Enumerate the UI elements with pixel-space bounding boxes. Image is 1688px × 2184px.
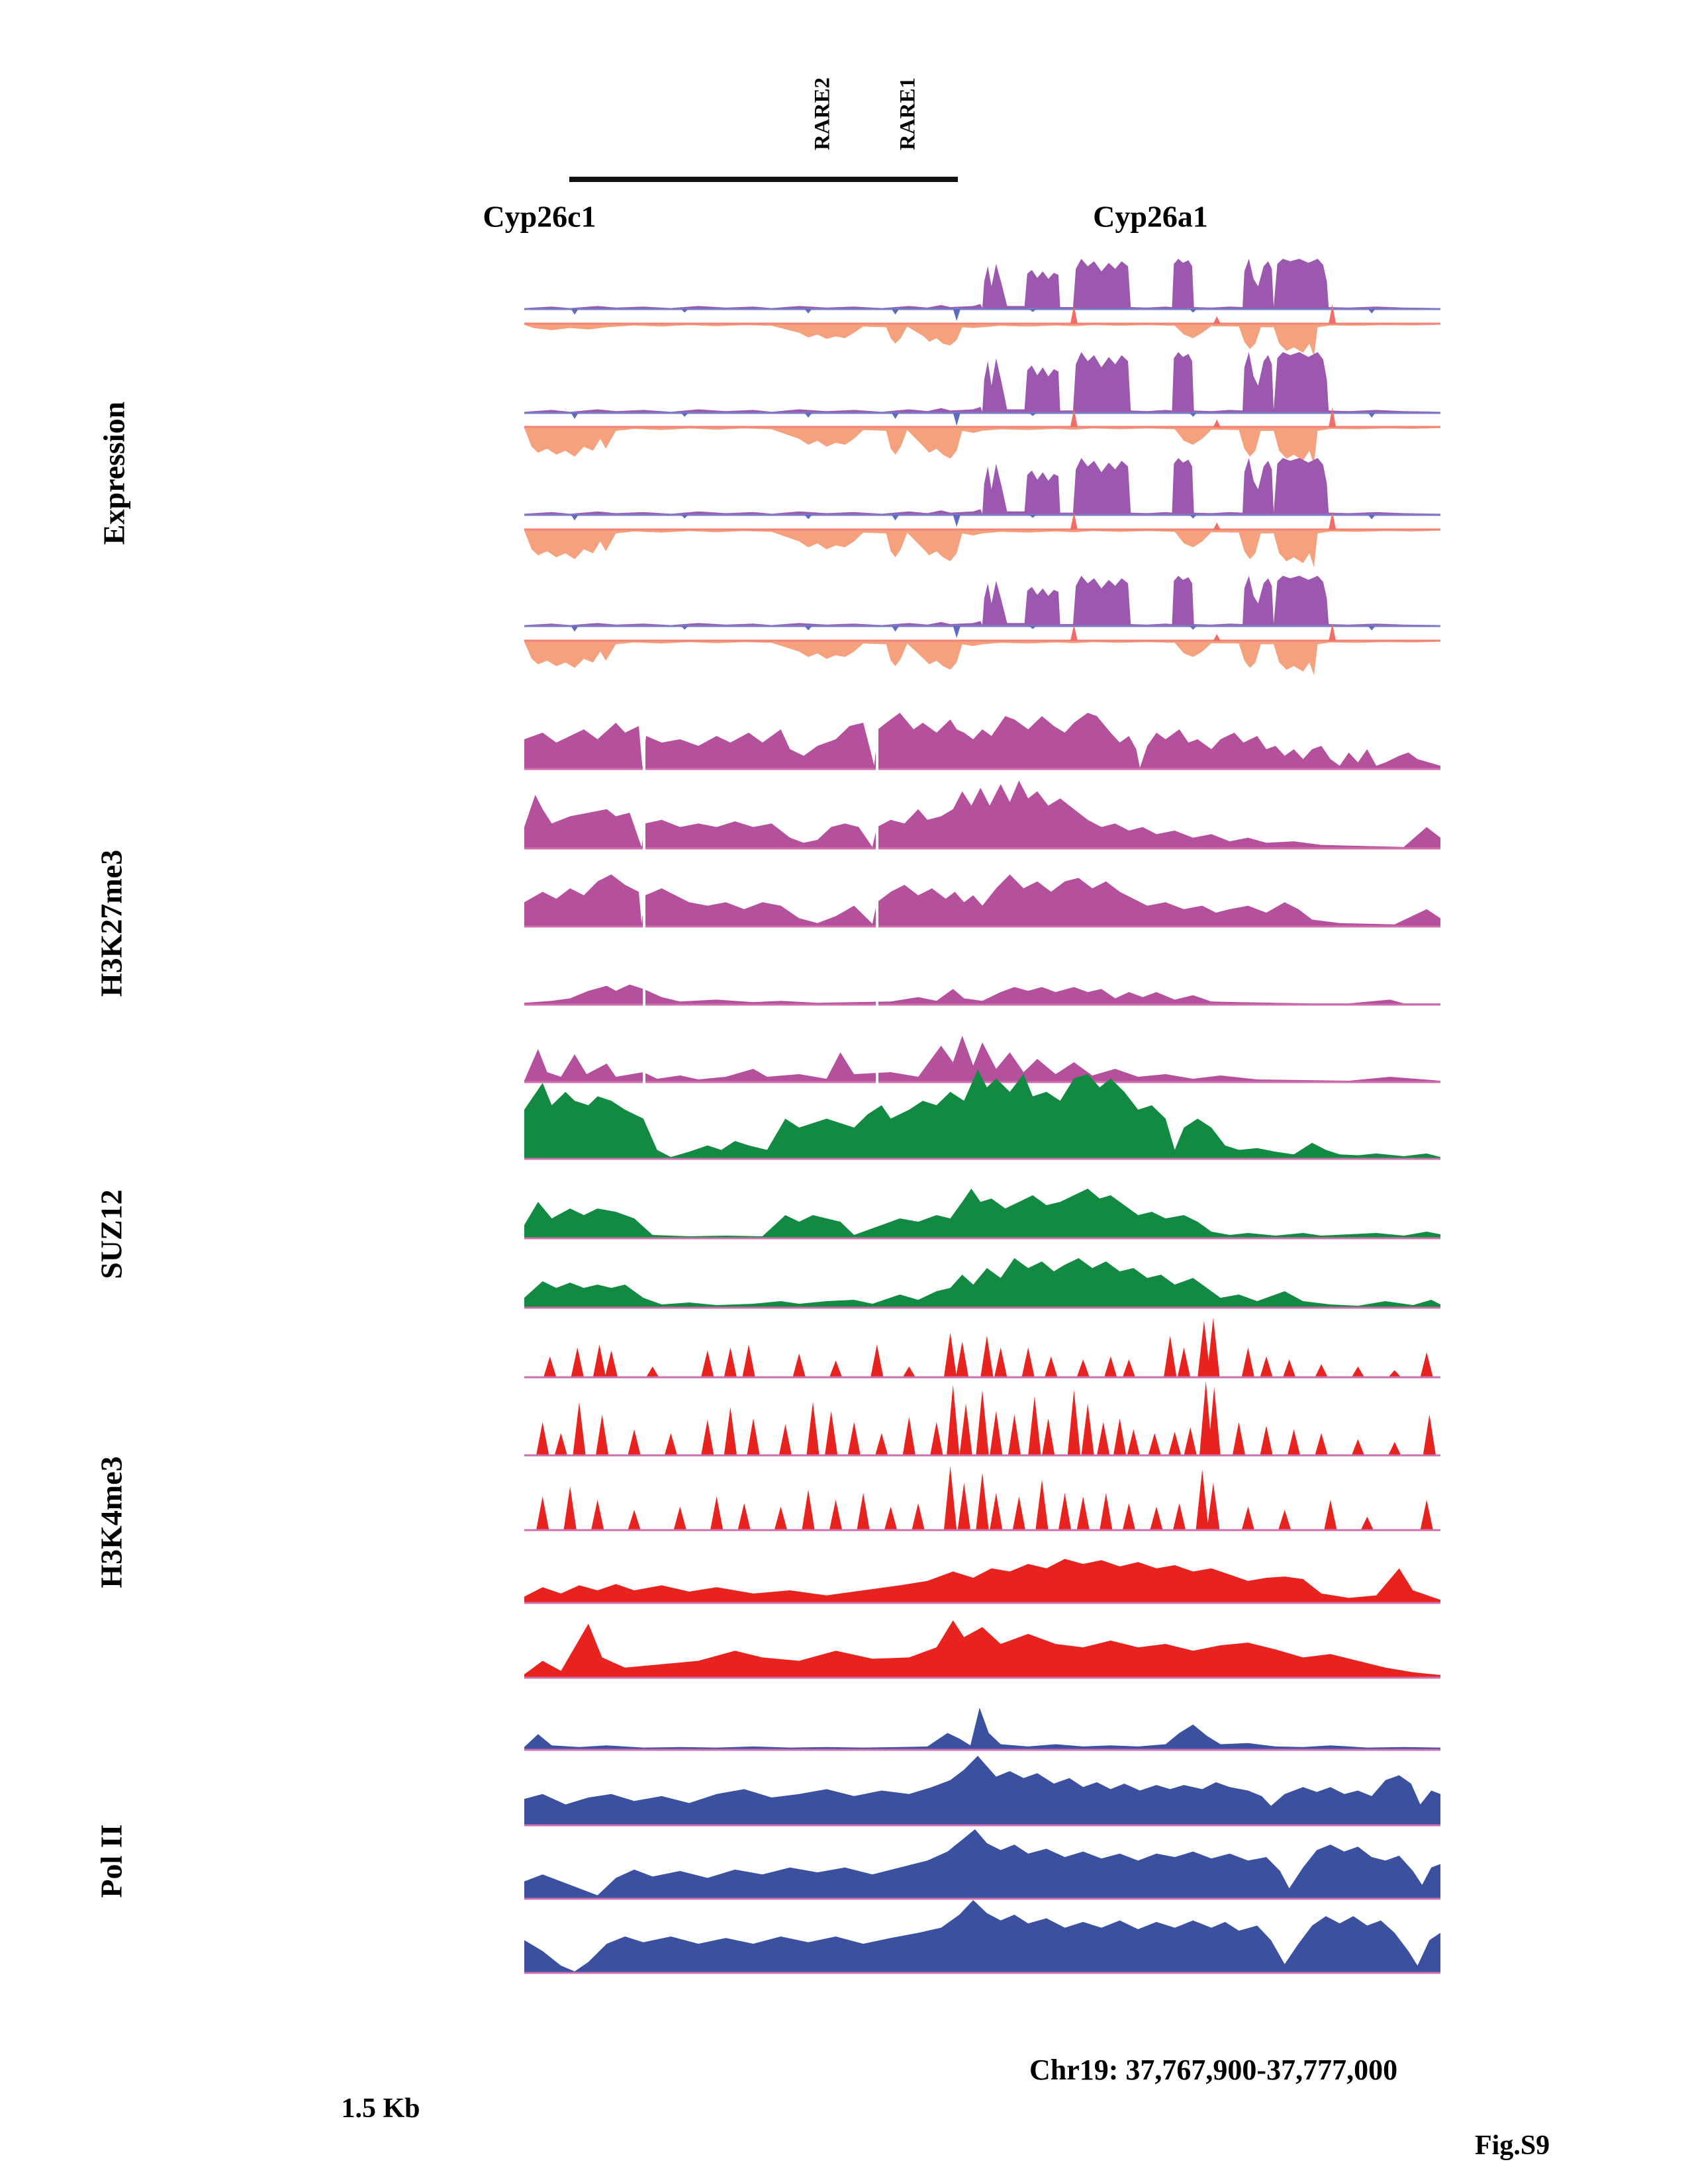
track-suz12-2hrs-area	[524, 1189, 1440, 1238]
rare2-label: RARE2	[810, 77, 835, 151]
section-label-expression: Expression	[97, 401, 131, 545]
track-suz12-uninduced-area	[524, 1069, 1440, 1159]
section-label-polII: Pol II	[94, 1824, 128, 1898]
track-h3k4me3-36hrs-area	[524, 1620, 1440, 1678]
figure-id: Fig.S9	[1475, 2130, 1550, 2161]
track-h3k4me3-8hrs-area	[524, 1466, 1440, 1530]
track-expression-24hrs-w-negative-ticks	[524, 626, 1440, 638]
track-h3k4me3-24hrs-area	[524, 1559, 1440, 1603]
track-polII-uninduced-area	[524, 1707, 1440, 1750]
track-expression-4hrs-c-area	[524, 427, 1440, 465]
track-expression-2hrs-c-area	[524, 324, 1440, 357]
gene-label-cyp26c1: Cyp26c1	[483, 199, 596, 234]
track-polII-24hrs-area	[524, 1900, 1440, 1973]
track-expression-4hrs-w-negative-ticks	[524, 413, 1440, 426]
rare1-label: RARE1	[896, 77, 920, 151]
track-h3k27me3-8hrs-area	[524, 874, 1440, 927]
track-polII-8hrs-area	[524, 1829, 1440, 1899]
track-gap-separator-0	[643, 700, 645, 1085]
track-h3k4me3-uninduced-area	[524, 1318, 1440, 1377]
section-label-h3k27me3: H3K27me3	[94, 849, 128, 997]
track-expression-24hrs-w-area	[524, 576, 1440, 626]
track-suz12-24hrs-area	[524, 1258, 1440, 1308]
track-expression-8hrs-w-negative-ticks	[524, 515, 1440, 527]
gene-label-cyp26a1: Cyp26a1	[1093, 199, 1208, 234]
scale-bar-label: 1.5 Kb	[341, 2093, 420, 2124]
track-polII-4hrs-area	[524, 1756, 1440, 1825]
track-expression-8hrs-w-area	[524, 458, 1440, 515]
track-expression-4hrs-w-area	[524, 352, 1440, 413]
track-h3k27me3-24hrs-area	[524, 984, 1440, 1005]
track-h3k27me3-uninduced-area	[524, 713, 1440, 769]
track-h3k27me3-4hrs-area	[524, 780, 1440, 848]
track-expression-24hrs-c-area	[524, 641, 1440, 676]
track-h3k27me3-36hrs-area	[524, 1036, 1440, 1082]
section-label-suz12: SUZ12	[94, 1189, 128, 1279]
track-expression-2hrs-w-area	[524, 259, 1440, 309]
intergenic-line	[569, 177, 958, 182]
track-h3k4me3-4hrs-area	[524, 1381, 1440, 1455]
genomic-region-label: Chr19: 37,767,900-37,777,000	[1029, 2054, 1398, 2086]
track-gap-separator-1	[876, 700, 878, 1085]
track-expression-8hrs-c-area	[524, 529, 1440, 567]
section-label-h3k4me3: H3K4me3	[94, 1456, 128, 1588]
track-expression-2hrs-w-negative-ticks	[524, 309, 1440, 321]
